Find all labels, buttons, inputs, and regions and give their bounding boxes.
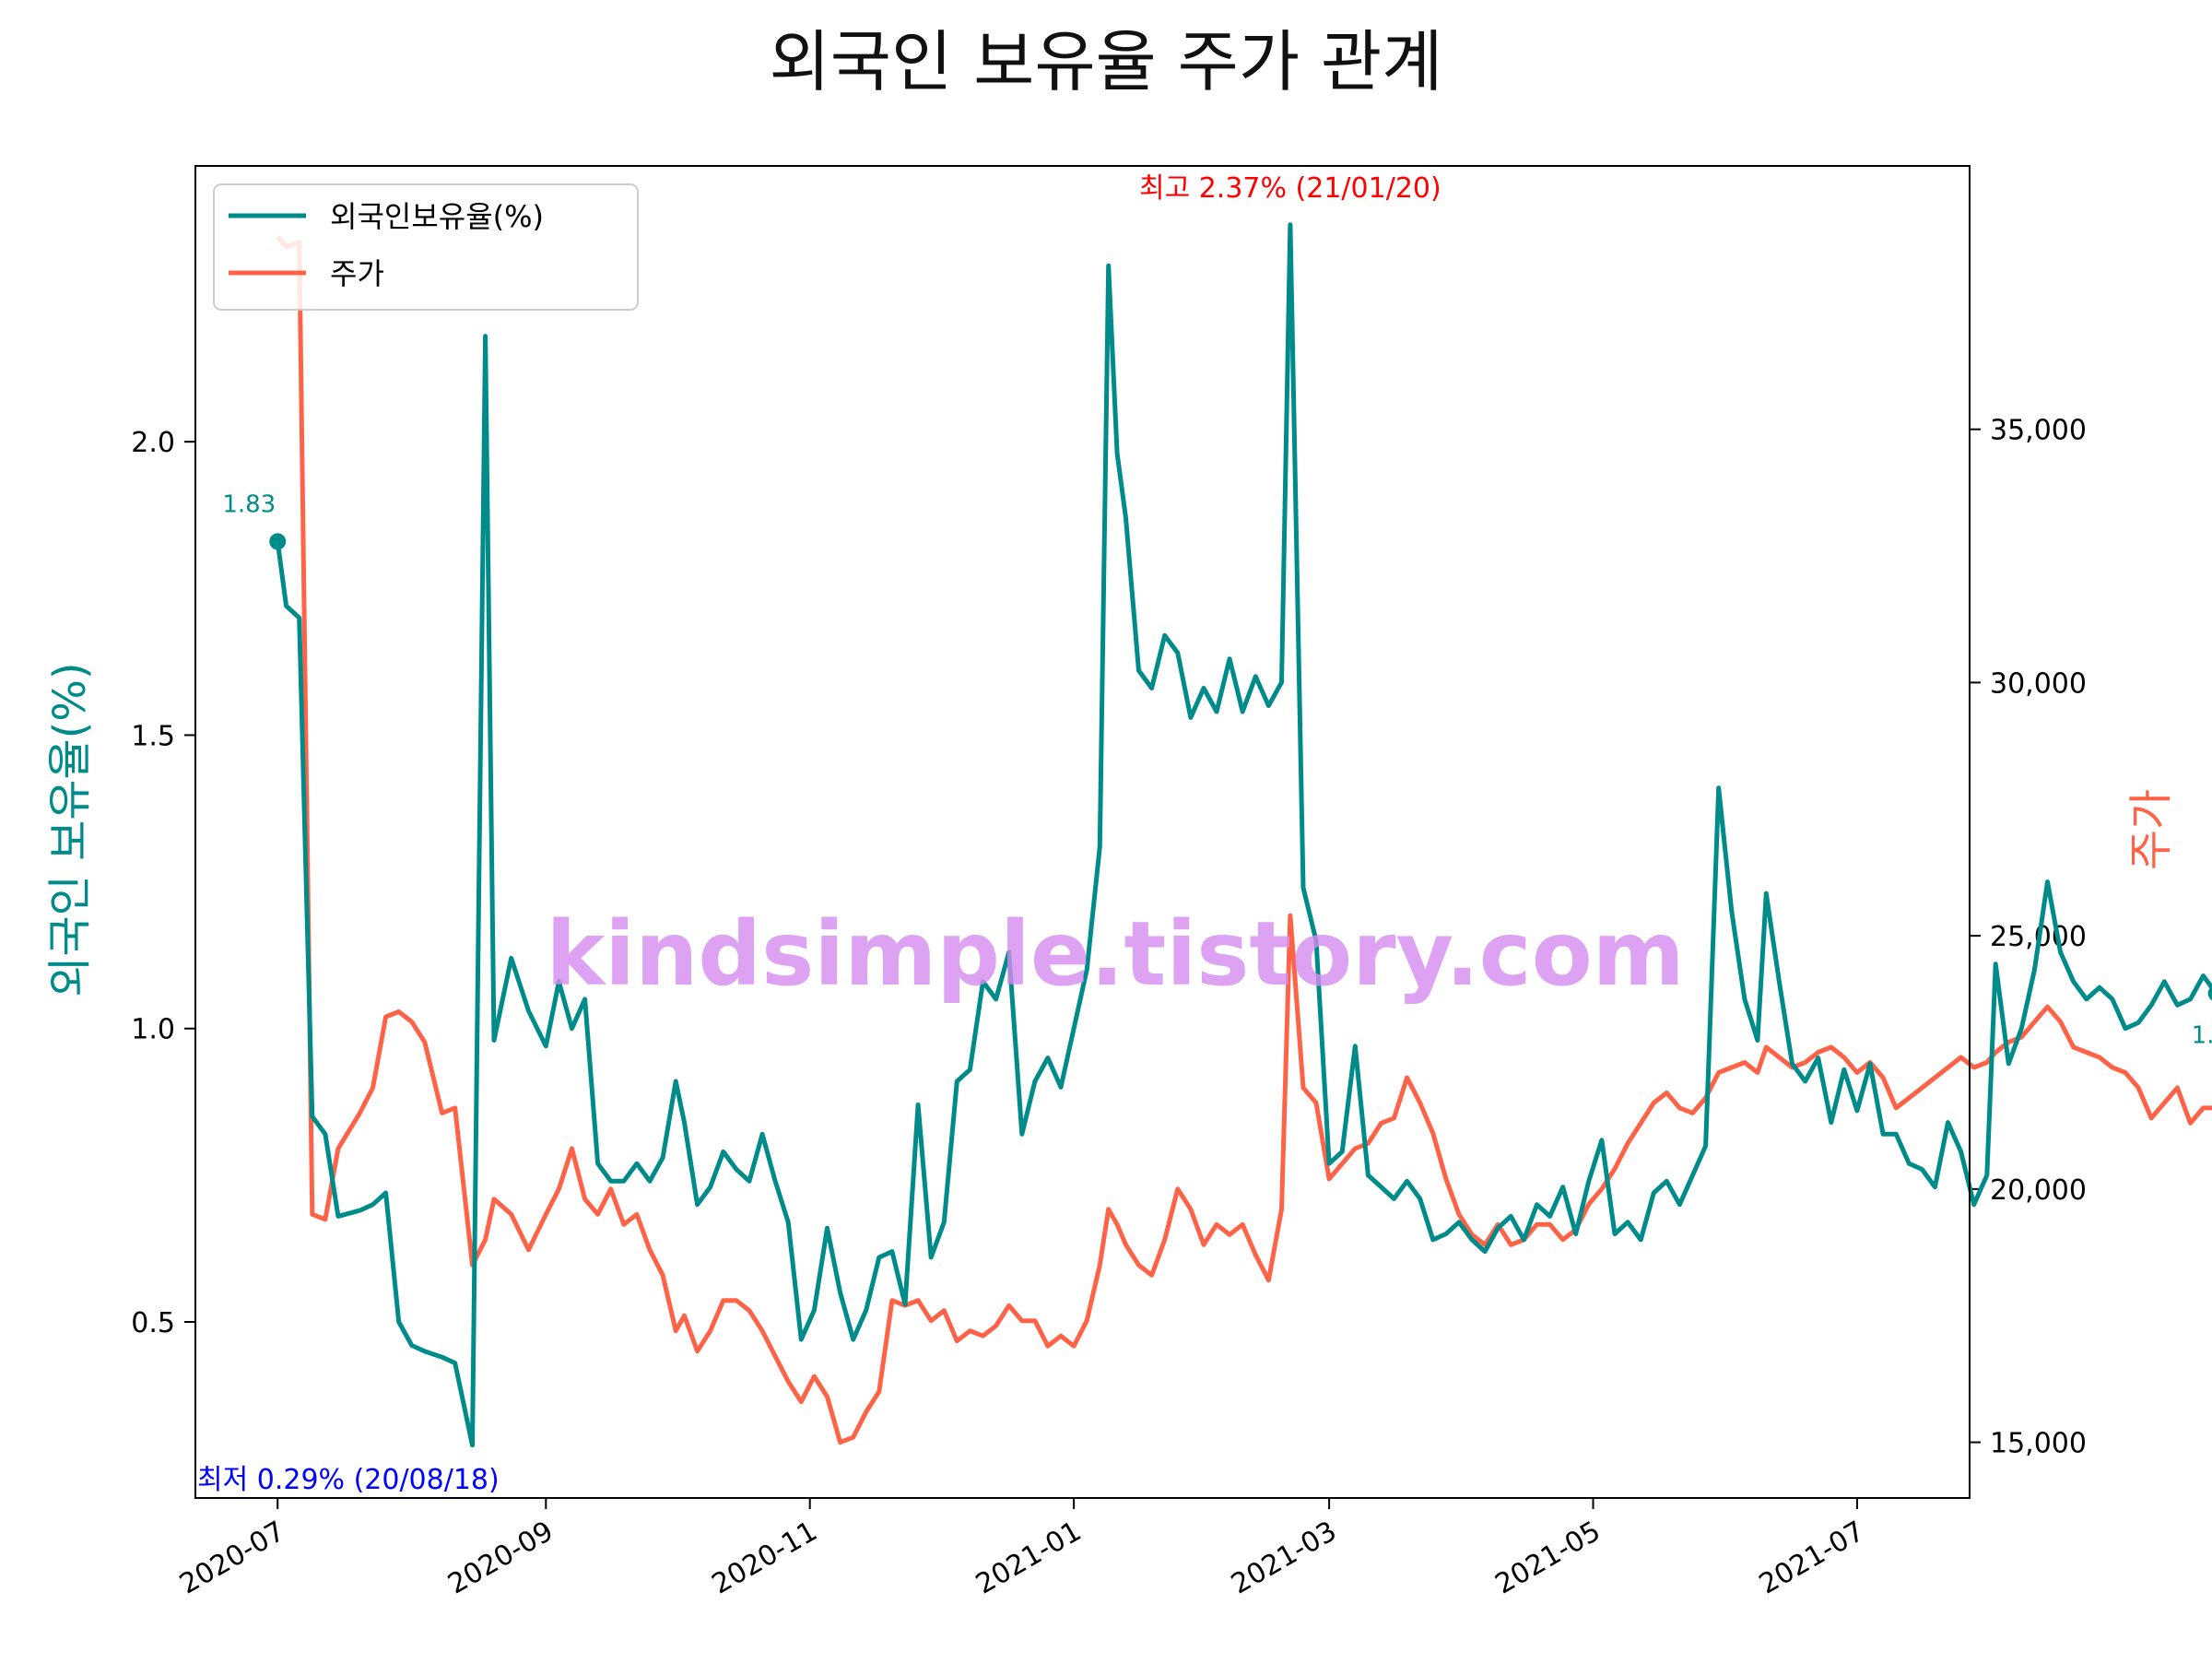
legend: 외국인보유율(%) 주가 xyxy=(213,183,639,311)
start-value-label: 1.83 xyxy=(222,490,276,518)
y-right-tick-label: 35,000 xyxy=(1990,415,2087,447)
max-value-label: 최고 2.37% (21/01/20) xyxy=(1139,172,1441,205)
y-left-tick-label: 1.5 xyxy=(131,720,175,752)
chart-title: 외국인 보유율 주가 관계 xyxy=(769,23,1442,100)
y-left-tick-label: 1.0 xyxy=(131,1014,175,1046)
plot-frame xyxy=(194,165,1971,1499)
legend-box xyxy=(213,183,639,311)
end-point-marker xyxy=(2207,985,2212,1001)
end-value-label: 1.06 xyxy=(2192,1022,2212,1050)
annotations: 1.83 1.06 최고 2.37% (21/01/20) 최저 0.29% (20/… xyxy=(197,172,2212,1496)
legend-label-price: 주가 xyxy=(330,256,384,291)
price-series-line xyxy=(276,235,2212,1445)
y-left-tick-label: 2.0 xyxy=(131,427,175,459)
series-lines xyxy=(275,222,2212,1448)
min-value-label: 최저 0.29% (20/08/18) xyxy=(197,1464,500,1496)
legend-label-ratio: 외국인보유율(%) xyxy=(330,199,544,234)
y-right-tick-label: 15,000 xyxy=(1990,1428,2087,1460)
y-left-tick-label: 0.5 xyxy=(131,1307,175,1339)
y-axis-left-label: 외국인 보유율(%) xyxy=(44,662,96,997)
watermark: kindsimple.tistory.com xyxy=(546,902,1684,1006)
y-right-tick-label: 20,000 xyxy=(1990,1174,2087,1207)
ratio-series-line xyxy=(275,222,2212,1448)
y-right-tick-label: 30,000 xyxy=(1990,667,2087,700)
start-point-marker xyxy=(269,533,287,550)
y-axis-right-label: 주가 xyxy=(2125,789,2177,870)
